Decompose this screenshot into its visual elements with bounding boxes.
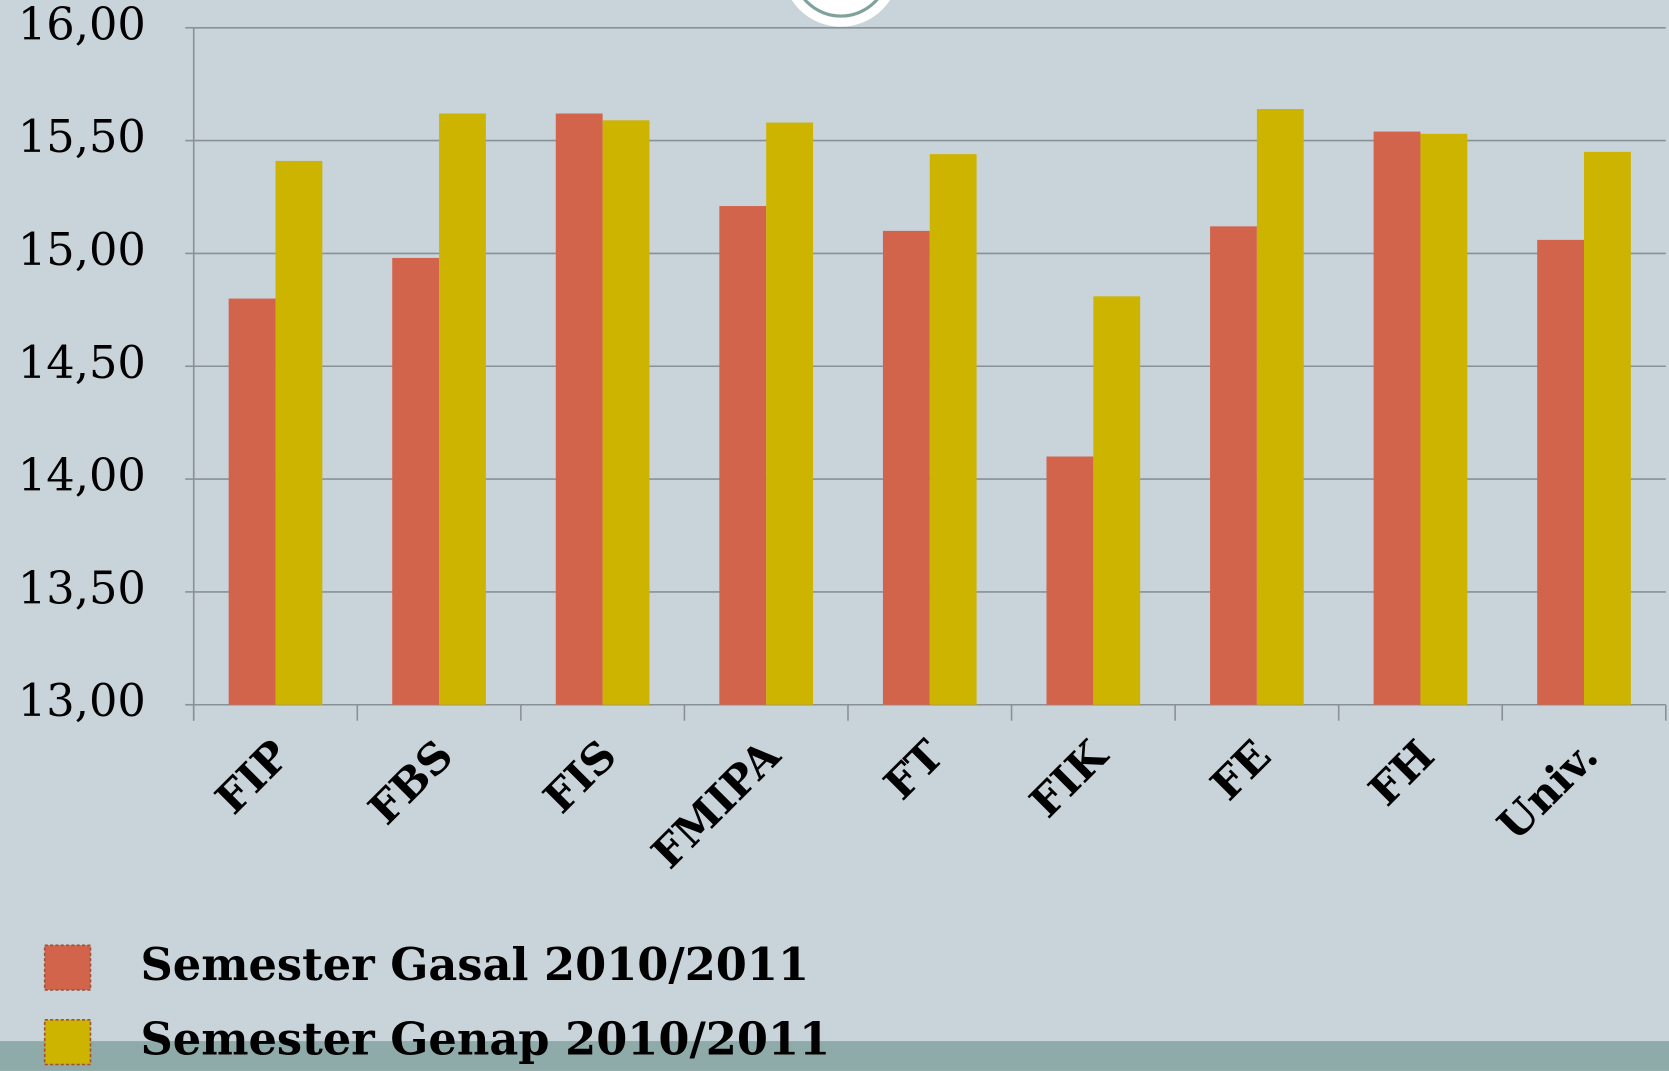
y-tick-label: 13,50 [18,562,146,614]
logo-ring [803,0,879,18]
bar [929,154,977,705]
legend-label: Semester Genap 2010/2011 [141,1013,831,1066]
bar [1584,151,1631,705]
bar [602,120,650,705]
bar [1046,456,1094,705]
logo [791,0,891,27]
bar [275,160,323,705]
y-tick-label: 14,00 [18,450,146,502]
y-tick-label: 16,00 [18,0,146,50]
y-tick-label: 13,00 [18,675,146,727]
legend-swatch [43,944,92,991]
y-tick-label: 15,50 [18,111,146,163]
y-tick-label: 15,00 [18,224,146,276]
legend-label: Semester Gasal 2010/2011 [141,938,810,991]
bar [228,298,276,705]
legend-swatch [43,1019,92,1066]
bar [882,230,930,705]
bar [555,113,603,705]
bar [1420,133,1468,705]
bar [1210,226,1257,705]
bar [766,122,814,705]
bar [392,257,440,705]
y-tick-label: 14,50 [18,337,146,389]
bar [719,206,767,705]
bar [1373,131,1421,705]
footer-band [0,1041,1669,1071]
bar [439,113,486,705]
bar [1256,109,1304,705]
bar [1093,296,1141,705]
bar [1537,239,1585,705]
